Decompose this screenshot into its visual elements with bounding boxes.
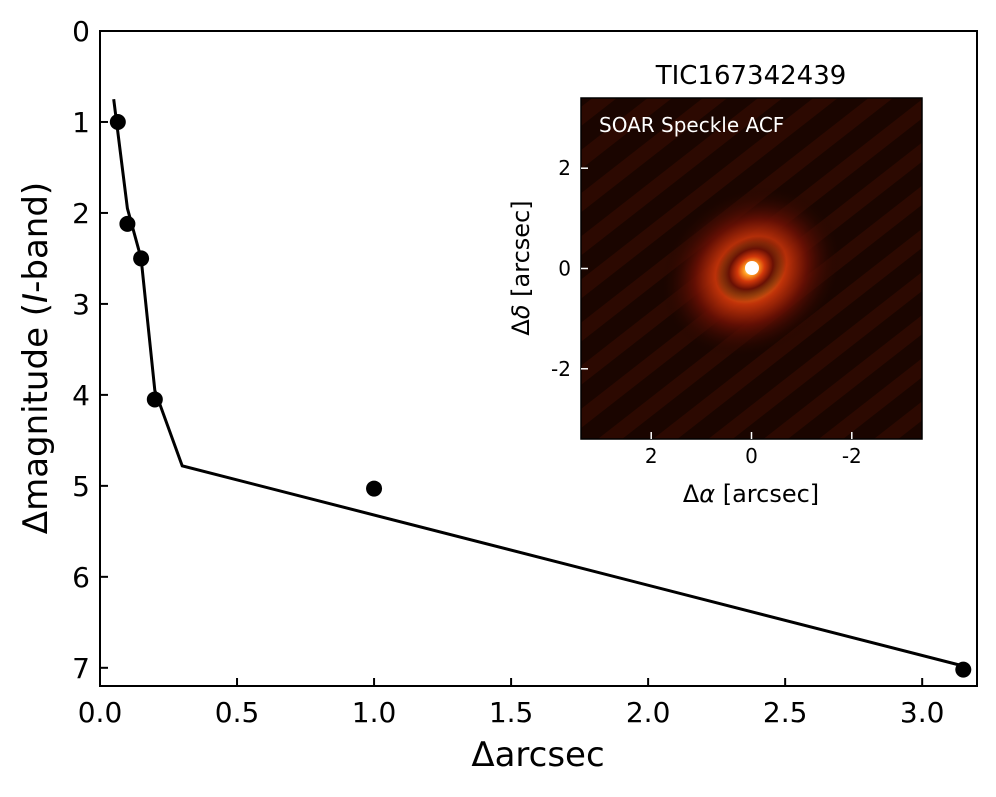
contrast-data-point [109, 113, 126, 130]
main-x-ticks: 0.0 0.5 1.0 1.5 2.0 2.5 3.0 [78, 678, 945, 729]
inset-x-axis-label: Δα [arcsec] [683, 480, 819, 508]
inset-y-tick-label: 2 [558, 156, 571, 180]
main-y-axis-label: Δmagnitude (I-band) [16, 182, 56, 534]
main-y-axis-label-suffix: -band) [16, 182, 56, 293]
inset-x-label-suffix: [arcsec] [715, 480, 819, 508]
main-series-group [109, 99, 972, 678]
main-y-tick-label: 2 [72, 197, 90, 230]
inset-y-tick-label: -2 [551, 357, 571, 381]
main-x-tick-label: 1.5 [489, 696, 534, 729]
contrast-data-point [119, 215, 136, 232]
contrast-data-point [955, 661, 972, 678]
main-x-tick-label: 0.0 [78, 696, 123, 729]
inset-y-label-suffix: [arcsec] [507, 200, 535, 304]
inset-x-label-greek: α [699, 480, 715, 508]
contrast-data-point [133, 250, 150, 267]
inset-y-label-greek: δ [507, 304, 535, 319]
contrast-data-point [146, 391, 163, 408]
main-x-tick-label: 2.0 [626, 696, 671, 729]
main-x-tick-label: 2.5 [763, 696, 808, 729]
inset-y-axis-label: Δδ [arcsec] [507, 200, 535, 335]
main-x-axis-label: Δarcsec [471, 735, 604, 775]
main-y-ticks: 0 1 2 3 4 5 6 7 [72, 15, 108, 685]
inset-y-label-prefix: Δ [507, 319, 535, 336]
main-y-tick-label: 4 [72, 379, 90, 412]
inset-x-tick-label: 2 [645, 444, 658, 468]
main-x-tick-label: 3.0 [900, 696, 945, 729]
inset-annotation: SOAR Speckle ACF [599, 113, 784, 137]
main-x-tick-label: 0.5 [215, 696, 260, 729]
inset-heatmap-peak [745, 261, 759, 275]
main-y-tick-label: 6 [72, 561, 90, 594]
main-y-axis-label-italic: I [16, 293, 56, 303]
main-x-tick-label: 1.0 [352, 696, 397, 729]
contrast-curve-line [112, 99, 964, 668]
inset-y-ticks: 2 0 -2 [551, 156, 588, 381]
main-y-tick-label: 3 [72, 288, 90, 321]
main-y-tick-label: 5 [72, 470, 90, 503]
main-y-tick-label: 7 [72, 652, 90, 685]
inset-x-tick-label: 0 [745, 444, 758, 468]
inset-x-ticks: 2 0 -2 [645, 432, 862, 468]
contrast-data-point [366, 480, 383, 497]
inset-y-tick-label: 0 [558, 257, 571, 281]
main-y-tick-label: 0 [72, 15, 90, 48]
main-y-tick-label: 1 [72, 106, 90, 139]
inset-x-tick-label: -2 [842, 444, 862, 468]
inset-chart: TIC167342439 SOAR Speckle ACF 2 0 -2 20-2 … [507, 61, 923, 508]
inset-title: TIC167342439 [655, 61, 847, 91]
main-y-axis-label-prefix: Δmagnitude ( [16, 303, 56, 534]
main-plot-frame [99, 30, 978, 687]
inset-x-label-prefix: Δ [683, 480, 700, 508]
